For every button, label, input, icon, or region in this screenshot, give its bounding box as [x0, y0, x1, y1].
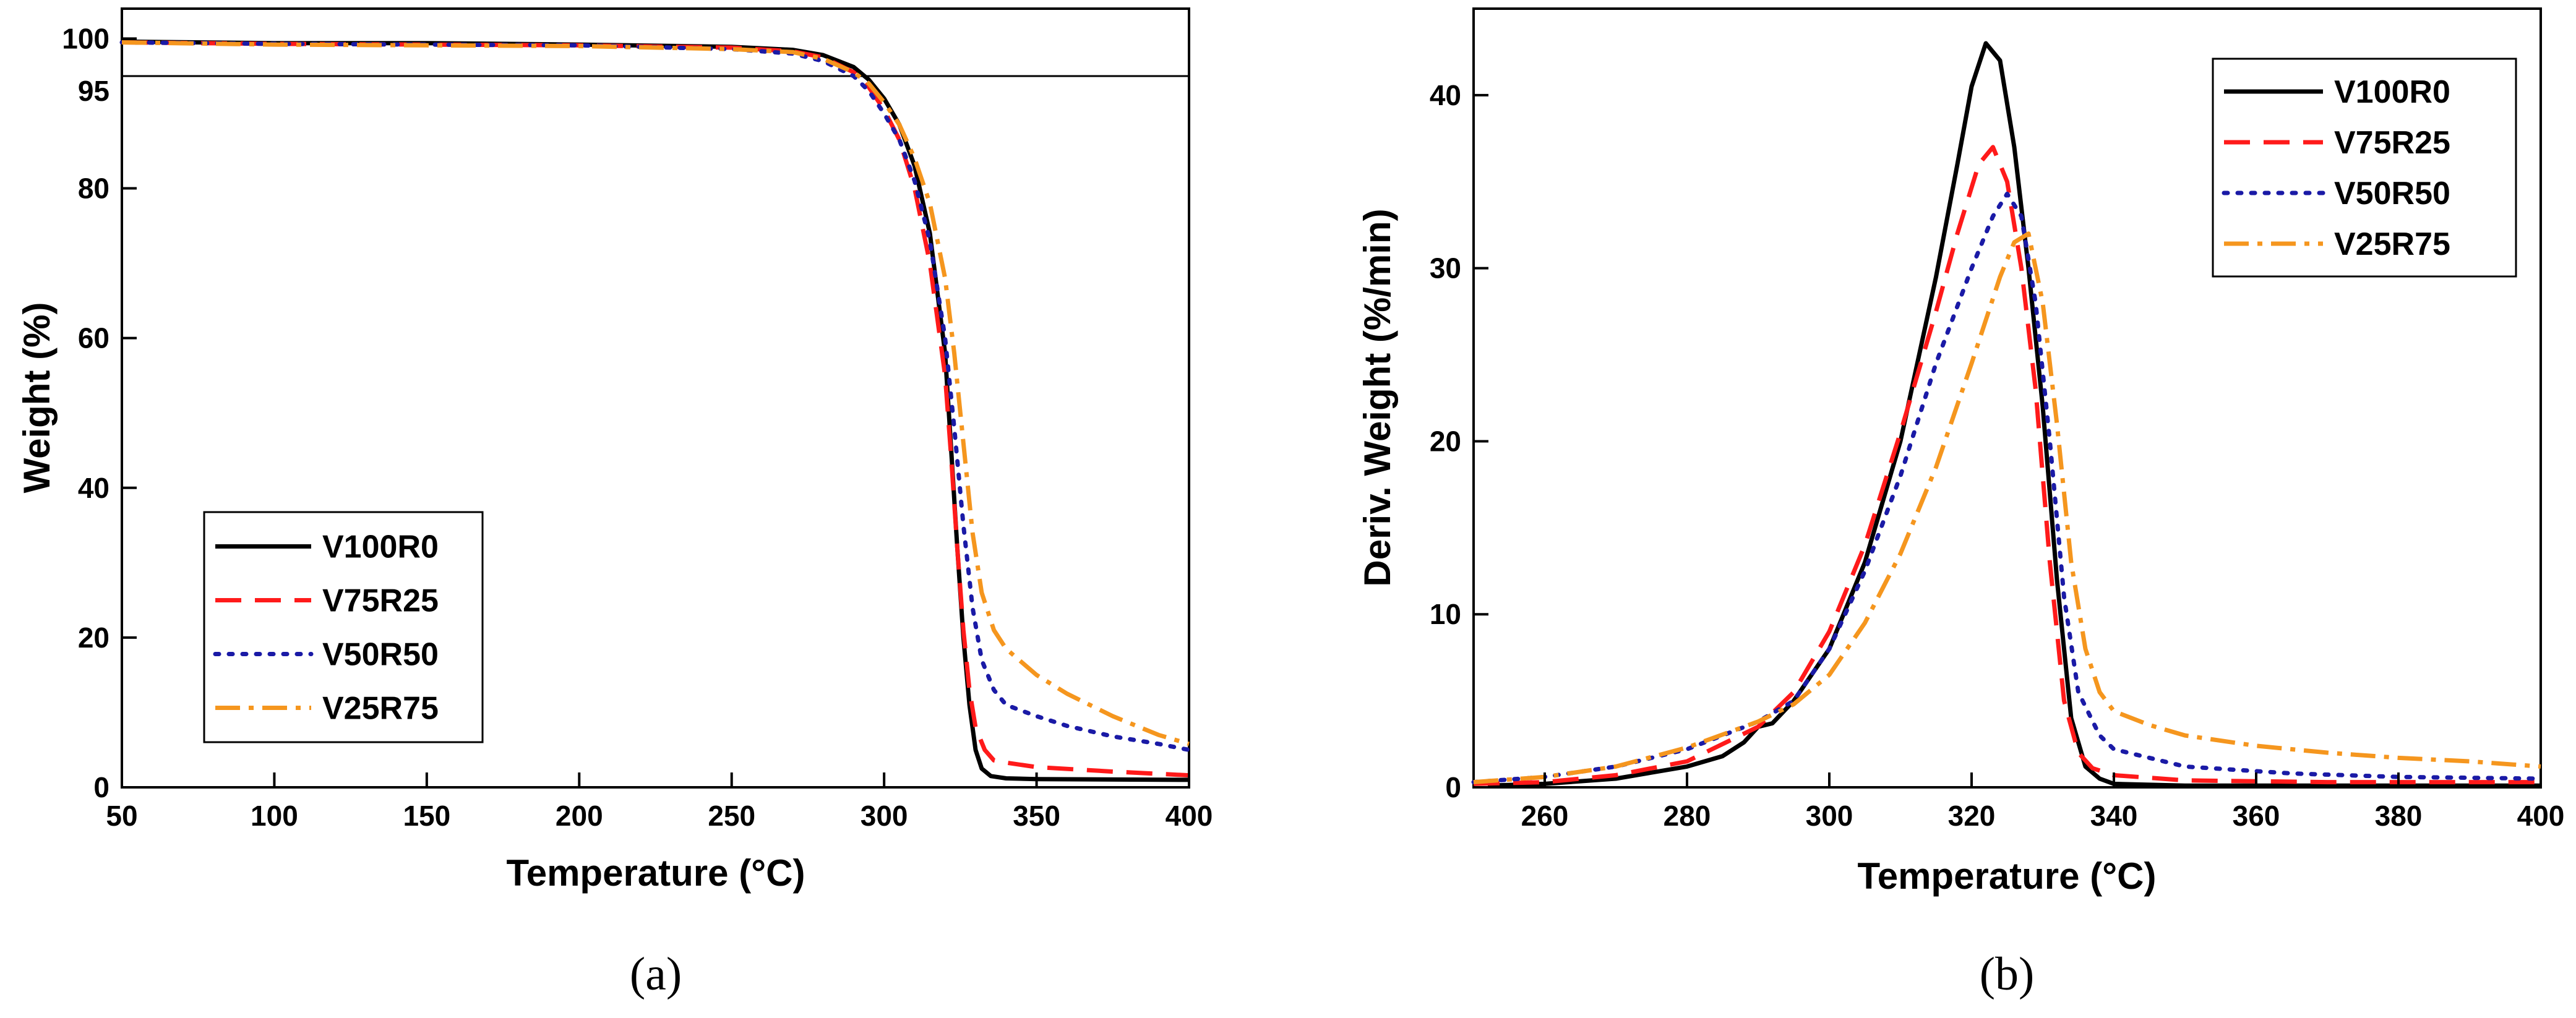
x-tick-label: 280 — [1664, 800, 1711, 832]
x-tick-label: 320 — [1948, 800, 1996, 832]
y-tick-label: 30 — [1430, 252, 1461, 284]
series-line-v25r75 — [121, 40, 1190, 746]
series-line-v50r50 — [1471, 191, 2543, 785]
chart-panel-b: 260 280 300 320 340 360 380 400 0 10 20 30 40 V100R0… — [1357, 7, 2565, 1000]
x-tick-label: 260 — [1521, 800, 1569, 832]
chart-panel-a: 50 100 150 200 250 300 350 400 0 20 40 60 80 100 95 V1… — [16, 7, 1213, 1000]
x-tick-label: 300 — [861, 800, 908, 832]
legend-label-v25r75: V25R75 — [2334, 226, 2450, 262]
y-tick-label: 80 — [78, 173, 109, 205]
legend-label-v50r50: V50R50 — [322, 637, 439, 673]
x-tick-label: 380 — [2375, 800, 2423, 832]
series-line-v100r0 — [1487, 41, 2541, 788]
legend-box — [2212, 58, 2517, 278]
x-tick-label: 400 — [1166, 800, 1213, 832]
legend-label-v100r0: V100R0 — [2334, 74, 2450, 110]
legend-label-v75r25: V75R25 — [2334, 125, 2450, 161]
caption-a: (a) — [630, 948, 682, 1000]
y-axis-title-a: Weight (%) — [16, 302, 58, 494]
y-tick-label: 0 — [93, 771, 109, 803]
series-line-v50r50 — [119, 40, 1191, 752]
x-tick-label: 360 — [2233, 800, 2280, 832]
x-axis-title-b: Temperature (°C) — [1858, 855, 2157, 897]
x-axis-title-a: Temperature (°C) — [507, 852, 805, 894]
x-tick-label: 200 — [556, 800, 603, 832]
y-tick-label: 40 — [1430, 79, 1461, 111]
plot-frame-b — [1472, 7, 2542, 789]
x-tick-label: 400 — [2517, 800, 2565, 832]
x-tick-label: 50 — [106, 800, 137, 832]
legend-box — [203, 511, 484, 743]
series-line-v75r25 — [1473, 145, 2541, 786]
x-tick-label: 300 — [1806, 800, 1853, 832]
legend-label-v100r0: V100R0 — [322, 529, 439, 565]
x-tick-label: 340 — [2090, 800, 2138, 832]
caption-b: (b) — [1980, 948, 2035, 1000]
x-tick-label: 100 — [251, 800, 298, 832]
y-tick-label: 20 — [1430, 425, 1461, 457]
y-tick-label: 40 — [78, 472, 109, 504]
y-tick-label: 100 — [62, 22, 109, 54]
series-line-v75r25 — [121, 40, 1190, 778]
x-tick-label: 350 — [1013, 800, 1060, 832]
y-tick-label: 20 — [78, 622, 109, 654]
y-tick-label-95: 95 — [78, 75, 109, 107]
legend-label-v75r25: V75R25 — [322, 583, 439, 619]
y-tick-label: 60 — [78, 322, 109, 354]
y-tick-label: 0 — [1445, 771, 1461, 803]
legend-label-v50r50: V50R50 — [2334, 176, 2450, 212]
legend-label-v25r75: V25R75 — [322, 691, 439, 727]
plot-frame-a — [121, 7, 1190, 789]
x-tick-label: 150 — [403, 800, 450, 832]
y-axis-title-b: Deriv. Weight (%/min) — [1357, 208, 1398, 586]
y-tick-label: 10 — [1430, 598, 1461, 630]
x-tick-label: 250 — [708, 800, 755, 832]
series-line-v25r75 — [1473, 231, 2541, 785]
